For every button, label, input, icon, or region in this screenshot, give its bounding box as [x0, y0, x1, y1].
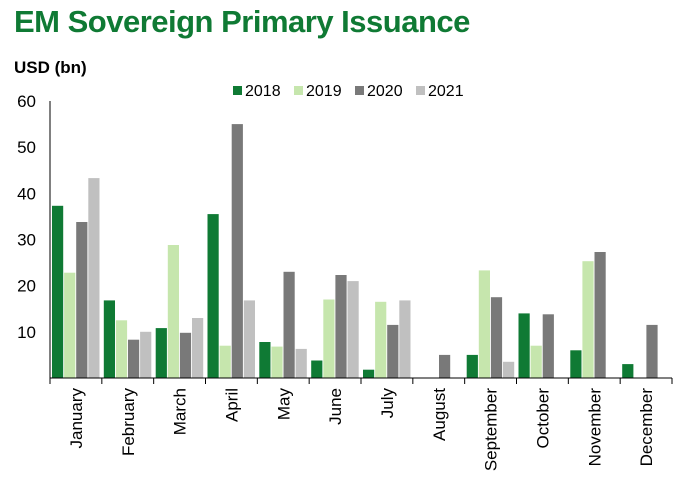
bar-2019-march [167, 245, 179, 378]
bar-2020-march [179, 332, 192, 378]
bar-2019-september [478, 270, 490, 378]
bar-2019-april [219, 345, 231, 378]
bar-2018-july [363, 369, 375, 378]
bar-2018-june [311, 360, 323, 378]
bar-2019-may [271, 346, 283, 378]
x-tick-label: March [171, 388, 190, 435]
bar-2020-may [283, 271, 295, 378]
bar-2021-july [399, 300, 411, 378]
bar-2021-february [140, 331, 152, 378]
legend-label-2019: 2019 [306, 83, 342, 100]
x-tick-label: May [274, 388, 293, 421]
legend-label-2021: 2021 [428, 83, 464, 100]
x-tick-label: August [430, 388, 449, 441]
bar-2019-october [530, 345, 542, 378]
bar-2021-june [347, 281, 359, 378]
bar-2019-july [375, 301, 387, 378]
y-tick-label: 40 [17, 184, 36, 203]
axes-group: 10 20 30 40 50 60 January February March April May… [17, 92, 673, 471]
x-tick-label: April [222, 388, 241, 422]
bar-2018-february [103, 300, 115, 378]
bar-2020-april [231, 124, 243, 378]
bar-2018-april [207, 214, 219, 378]
bar-2021-january [88, 178, 100, 378]
bar-2020-august [439, 354, 451, 378]
bar-2020-december [646, 324, 658, 378]
bar-2020-june [335, 275, 347, 378]
bar-2018-may [259, 342, 271, 378]
bar-2021-september [503, 361, 515, 378]
y-tick-label: 50 [17, 138, 36, 157]
legend: 2018 2019 2020 2021 [233, 83, 464, 100]
y-tick-label: 30 [17, 231, 36, 250]
legend-label-2020: 2020 [367, 83, 403, 100]
bar-2019-january [64, 272, 76, 378]
bars-group [52, 124, 658, 378]
x-tick-label: October [533, 388, 552, 449]
bar-2018-march [155, 328, 167, 378]
bar-2020-february [128, 339, 140, 378]
x-tick-label: June [326, 388, 345, 425]
bar-2021-march [192, 318, 204, 378]
x-tick-label: January [67, 388, 86, 449]
legend-label-2018: 2018 [245, 83, 281, 100]
x-tick-label: February [119, 388, 138, 457]
bar-2020-october [542, 314, 554, 378]
x-tick-label: July [378, 388, 397, 419]
bar-2020-january [76, 222, 88, 378]
bar-2019-february [115, 320, 128, 378]
legend-swatch-2020 [355, 86, 364, 95]
legend-swatch-2019 [294, 86, 303, 95]
chart-title: EM Sovereign Primary Issuance [14, 4, 470, 39]
x-tick-label: September [482, 388, 501, 471]
bar-2021-april [243, 300, 255, 378]
bar-2018-september [466, 354, 478, 378]
bar-2018-january [52, 205, 64, 378]
bar-2018-october [518, 313, 530, 378]
bar-2018-november [570, 350, 582, 378]
bar-2021-may [295, 348, 307, 378]
legend-swatch-2021 [416, 86, 425, 95]
legend-swatch-2018 [233, 86, 242, 95]
y-tick-label: 10 [17, 323, 36, 342]
bar-2020-september [490, 297, 503, 378]
y-axis-label: USD (bn) [14, 58, 87, 77]
bar-2020-november [594, 252, 606, 378]
y-tick-label: 60 [17, 92, 36, 111]
bar-2020-july [387, 324, 399, 378]
bar-2018-december [622, 364, 634, 378]
x-tick-label: December [637, 388, 656, 467]
bar-2019-june [323, 299, 335, 378]
y-tick-label: 20 [17, 277, 36, 296]
bar-2019-november [582, 261, 594, 378]
x-tick-label: November [585, 388, 604, 467]
